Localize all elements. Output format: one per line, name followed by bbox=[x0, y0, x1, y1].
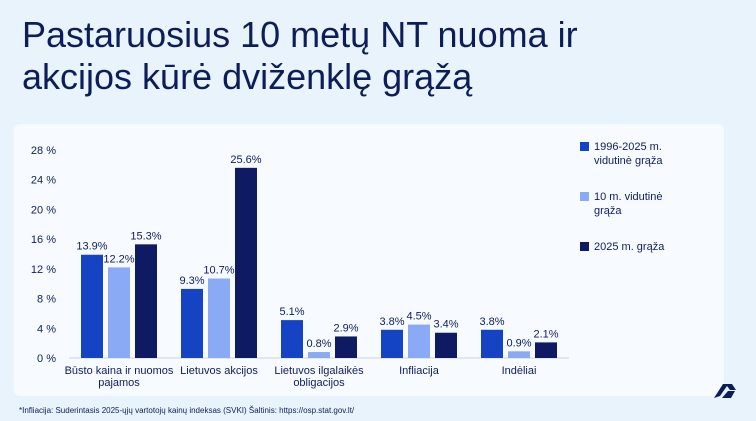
legend-label: vidutinė grąža bbox=[594, 155, 663, 167]
footnote: *Infliacija: Suderintasis 2025-ųjų varto… bbox=[19, 406, 355, 415]
x-category-label: Lietuvos akcijos bbox=[180, 365, 258, 377]
legend-label: grąža bbox=[594, 205, 622, 217]
legend-label: 2025 m. grąža bbox=[594, 241, 665, 253]
y-tick-label: 16 % bbox=[31, 234, 56, 246]
y-tick-label: 8 % bbox=[37, 294, 56, 306]
y-tick-label: 0 % bbox=[37, 353, 56, 365]
legend-label: 10 m. vidutinė bbox=[594, 191, 662, 203]
page-title: Pastaruosius 10 metų NT nuoma ir akcijos… bbox=[22, 14, 722, 98]
bar bbox=[535, 342, 557, 358]
data-label: 3.8% bbox=[479, 316, 504, 328]
bar bbox=[208, 278, 230, 358]
bar bbox=[181, 288, 203, 358]
bar-chart: 0 % 4 % 8 % 12 % 16 % 20 % 24 % 28 % 13.9%12.2% 1… bbox=[31, 141, 665, 389]
data-label: 3.4% bbox=[433, 319, 458, 331]
y-tick-label: 28 % bbox=[31, 145, 56, 157]
bar bbox=[335, 336, 357, 358]
x-category-label: Lietuvos ilgalaikės bbox=[274, 365, 364, 377]
y-tick-label: 20 % bbox=[31, 204, 56, 216]
bar bbox=[281, 320, 303, 358]
brand-logo-icon bbox=[710, 380, 738, 405]
data-label: 10.7% bbox=[203, 265, 234, 277]
bar bbox=[508, 351, 530, 358]
data-label: 4.5% bbox=[406, 311, 431, 323]
data-label: 5.1% bbox=[279, 306, 304, 318]
x-category-label: obligacijos bbox=[293, 377, 345, 389]
data-label: 12.2% bbox=[103, 253, 134, 265]
y-tick-label: 4 % bbox=[37, 323, 56, 335]
legend-label: 1996-2025 m. bbox=[594, 141, 662, 153]
bar bbox=[81, 254, 103, 358]
bar bbox=[308, 352, 330, 358]
title-line-1: Pastaruosius 10 metų NT nuoma ir bbox=[22, 14, 578, 55]
bar bbox=[235, 167, 257, 358]
data-label: 13.9% bbox=[76, 241, 107, 253]
bar bbox=[435, 332, 457, 358]
x-category-label: Indėliai bbox=[502, 365, 537, 377]
y-tick-label: 12 % bbox=[31, 264, 56, 276]
data-label: 2.1% bbox=[533, 328, 558, 340]
bar bbox=[408, 324, 430, 358]
x-category-label: Infliacija bbox=[399, 365, 440, 377]
data-label: 25.6% bbox=[230, 154, 261, 166]
data-label: 2.9% bbox=[333, 322, 358, 334]
bar bbox=[108, 267, 130, 358]
legend-swatch bbox=[580, 242, 589, 251]
data-label: 3.8% bbox=[379, 316, 404, 328]
bar bbox=[481, 329, 503, 358]
data-label: 0.9% bbox=[506, 337, 531, 349]
x-category-label: Būsto kaina ir nuomos bbox=[65, 365, 174, 377]
x-category-label: pajamos bbox=[98, 377, 140, 389]
data-label: 9.3% bbox=[179, 275, 204, 287]
bar bbox=[381, 329, 403, 358]
data-label: 15.3% bbox=[130, 230, 161, 242]
legend-swatch bbox=[580, 192, 589, 201]
legend-swatch bbox=[580, 142, 589, 151]
bar bbox=[135, 244, 157, 358]
chart-card: 0 % 4 % 8 % 12 % 16 % 20 % 24 % 28 % 13.9% 12.2% 1… bbox=[14, 124, 724, 396]
data-label: 0.8% bbox=[306, 338, 331, 350]
title-line-2: akcijos kūrė dviženklę grąžą bbox=[22, 56, 473, 97]
y-tick-label: 24 % bbox=[31, 175, 56, 187]
